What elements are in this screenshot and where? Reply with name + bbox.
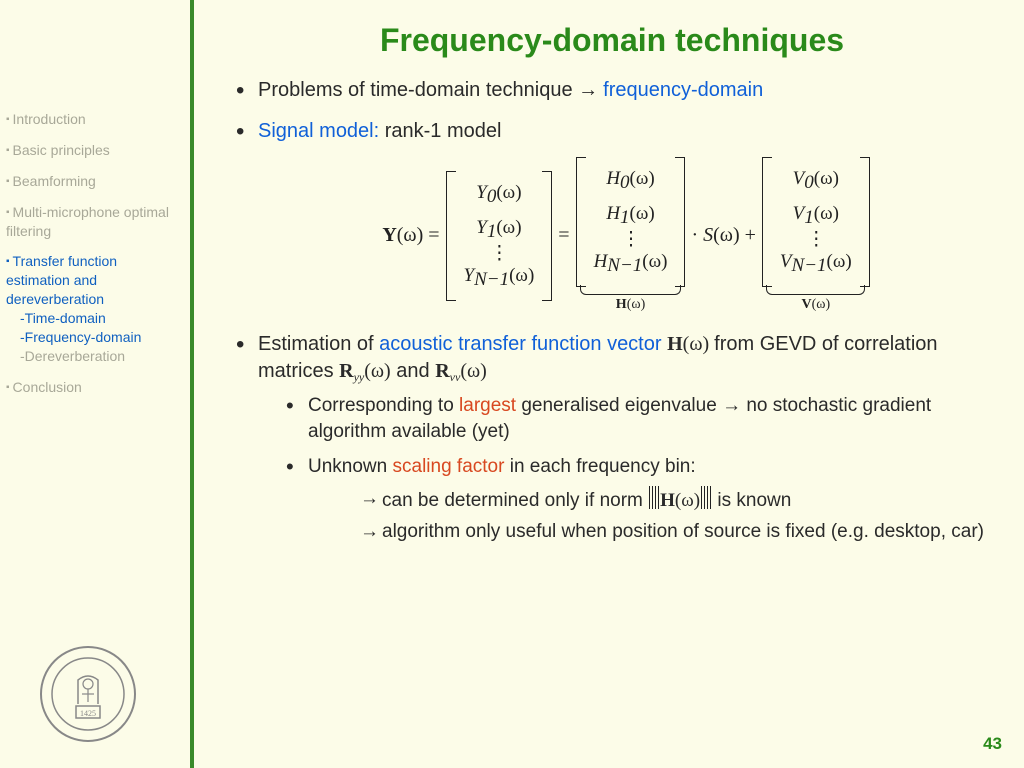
sidebar-item-basic-principles[interactable]: ▪Basic principles — [6, 141, 184, 160]
sub-bullet-scaling: Unknown scaling factor in each frequency… — [258, 454, 994, 545]
sub-bullet-largest: Corresponding to largest generalised eig… — [258, 393, 994, 444]
sidebar-item-introduction[interactable]: ▪Introduction — [6, 110, 184, 129]
sidebar-item-beamforming[interactable]: ▪Beamforming — [6, 172, 184, 191]
university-seal-icon: 1425 — [38, 644, 138, 744]
sidebar-item-conclusion[interactable]: ▪Conclusion — [6, 378, 184, 397]
sidebar-sub-dereverberation[interactable]: -Dereverberation — [6, 347, 184, 366]
bullet-1: Problems of time-domain technique → freq… — [230, 77, 994, 104]
page-number: 43 — [983, 734, 1002, 754]
vertical-divider — [190, 0, 194, 768]
bullet-2: Signal model: rank-1 model Y(ω) = Y0(ω) … — [230, 118, 994, 315]
slide-title: Frequency-domain techniques — [230, 22, 994, 59]
sidebar-sub-time-domain[interactable]: -Time-domain — [6, 309, 184, 328]
bullet-3: Estimation of acoustic transfer function… — [230, 331, 994, 545]
equation-block: Y(ω) = Y0(ω) Y1(ω) ⋮ YN−1(ω) = — [258, 157, 994, 315]
slide-content: Frequency-domain techniques Problems of … — [200, 0, 1024, 768]
svg-text:1425: 1425 — [80, 709, 96, 718]
sidebar-item-transfer-function[interactable]: ▪Transfer function estimation and dereve… — [6, 252, 184, 365]
sidebar-sub-frequency-domain[interactable]: -Frequency-domain — [6, 328, 184, 347]
sidebar-item-multi-microphone[interactable]: ▪Multi-microphone optimal filtering — [6, 203, 184, 241]
